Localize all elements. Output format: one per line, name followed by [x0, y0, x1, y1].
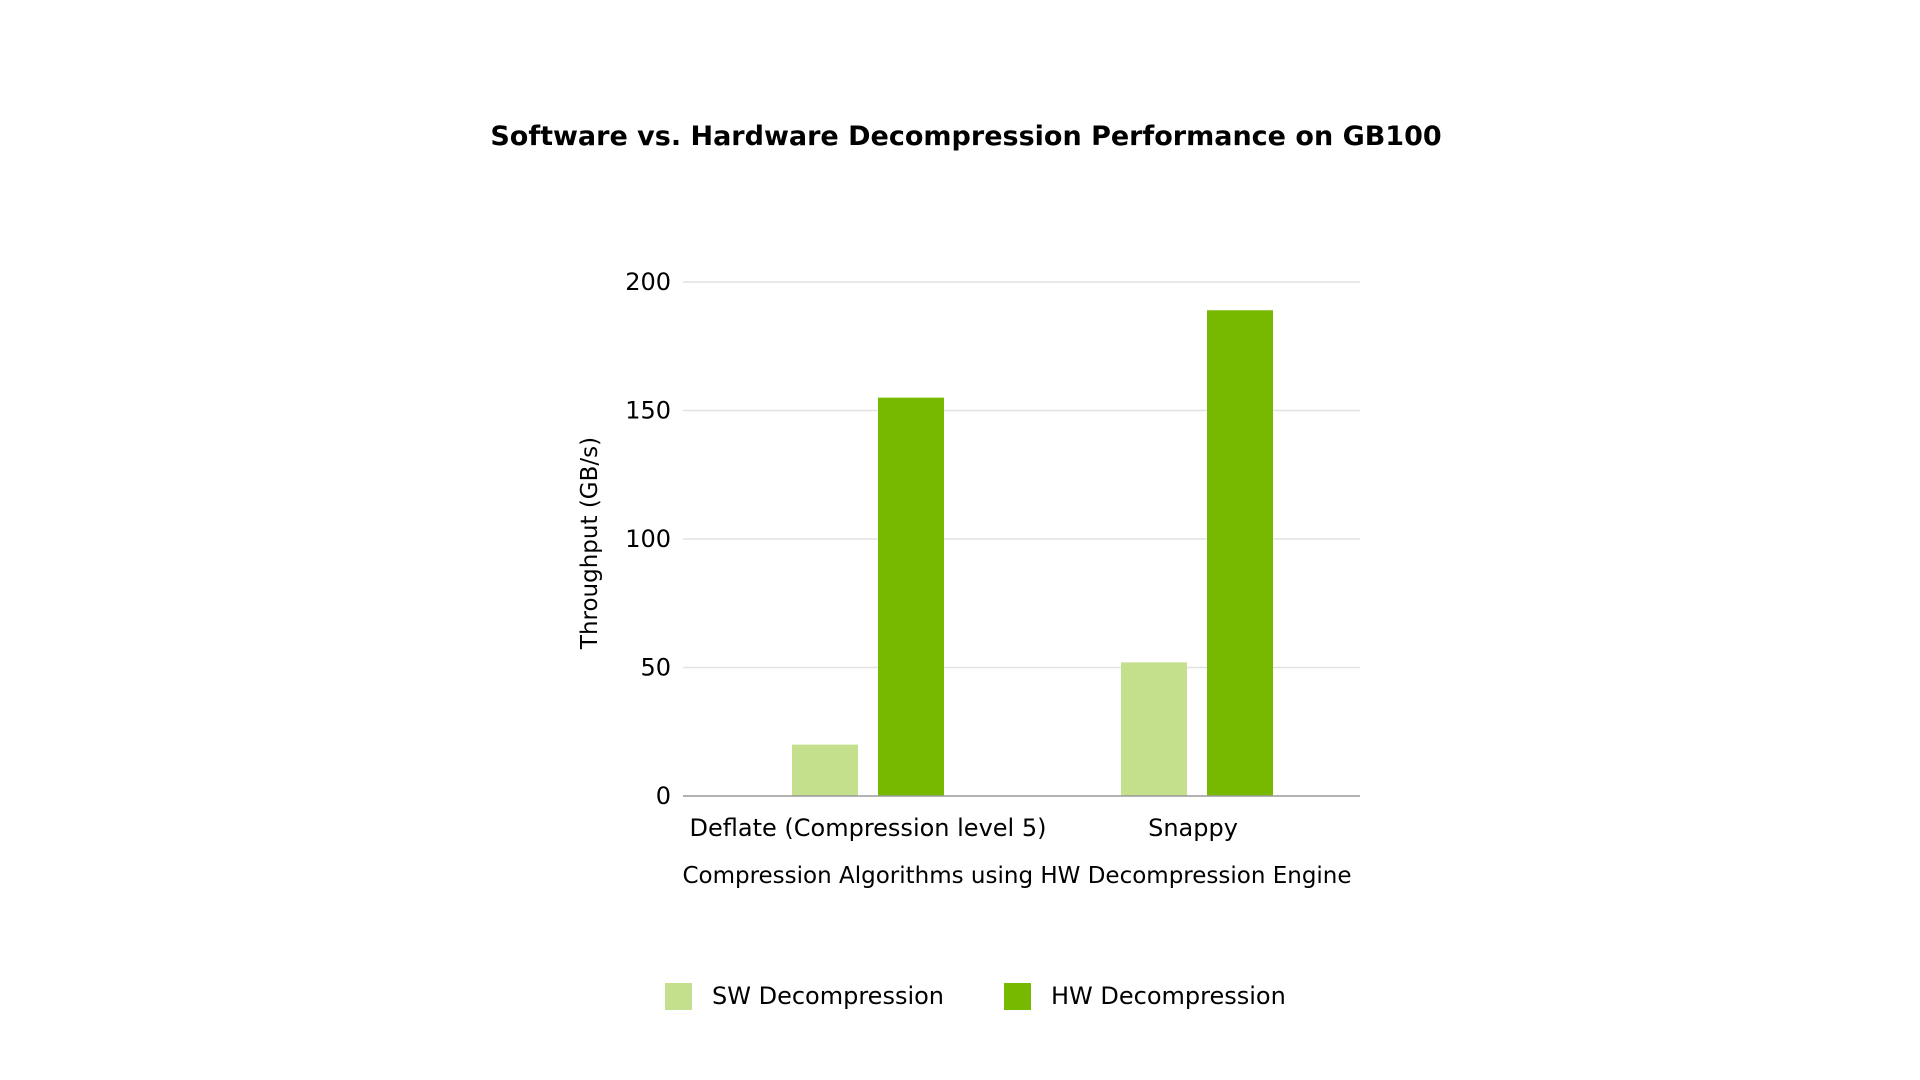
legend-label: SW Decompression: [712, 982, 944, 1010]
y-tick-label: 0: [656, 782, 671, 810]
x-axis-ticks: Deflate (Compression level 5) Snappy: [690, 814, 1238, 842]
x-tick-label: Deflate (Compression level 5): [690, 814, 1047, 842]
y-tick-label: 50: [640, 654, 671, 682]
y-tick-label: 200: [625, 268, 671, 296]
legend-swatch-0: [665, 983, 692, 1010]
y-axis-title: Throughput (GB/s): [577, 437, 603, 650]
bar-hw-decompression-0: [878, 397, 944, 796]
x-axis-title: Compression Algorithms using HW Decompre…: [682, 863, 1351, 889]
bar-hw-decompression-1: [1207, 310, 1273, 796]
legend-swatch-1: [1004, 983, 1031, 1010]
legend: SW Decompression HW Decompression: [665, 982, 1286, 1010]
bar-sw-decompression-0: [792, 744, 858, 796]
x-tick-label: Snappy: [1148, 814, 1238, 842]
chart-title: Software vs. Hardware Decompression Perf…: [490, 121, 1441, 152]
y-tick-label: 150: [625, 397, 671, 425]
legend-label: HW Decompression: [1051, 982, 1286, 1010]
y-axis-ticks: 0 50 100 150 200: [625, 268, 671, 810]
y-tick-label: 100: [625, 525, 671, 553]
bars: [792, 310, 1273, 796]
bar-sw-decompression-1: [1121, 662, 1187, 796]
